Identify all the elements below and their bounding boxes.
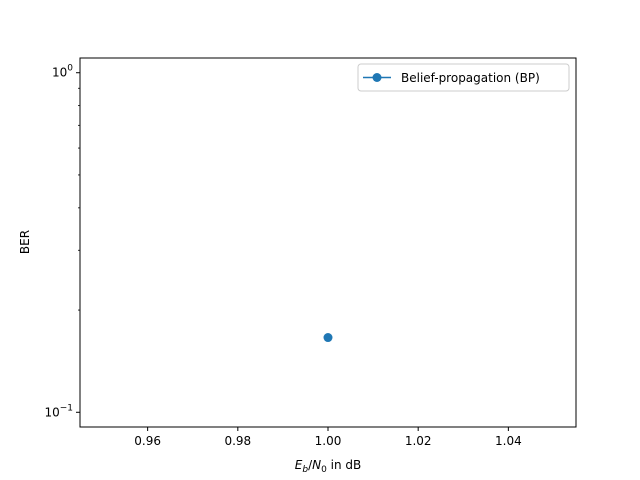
y-tick-label: 10−1 <box>44 403 73 419</box>
data-point <box>323 333 333 343</box>
y-axis-label: BER <box>18 230 32 254</box>
series-layer <box>323 333 333 343</box>
y-tick-label: 100 <box>52 64 73 80</box>
x-label-rest: in dB <box>327 458 361 472</box>
x-tick-label: 1.04 <box>495 434 522 448</box>
x-label-n: N <box>312 458 321 472</box>
x-label-sub-0: 0 <box>321 465 327 475</box>
x-axis-ticks: 0.96 0.98 1.00 1.02 1.04 <box>134 427 522 448</box>
x-tick-label: 1.02 <box>405 434 432 448</box>
legend-label: Belief-propagation (BP) <box>401 71 540 85</box>
x-tick-label: 0.96 <box>134 434 161 448</box>
x-label-sub-b: b <box>302 465 308 475</box>
x-tick-label: 1.00 <box>315 434 342 448</box>
legend-box <box>357 63 570 92</box>
x-axis-label: Eb/N0 in dB <box>295 458 362 475</box>
y-axis-ticks: 10−1 100 <box>44 64 80 419</box>
legend: Belief-propagation (BP) <box>357 63 570 92</box>
legend-marker <box>372 73 382 82</box>
x-label-e: E <box>295 458 303 472</box>
x-label-slash: / <box>308 458 313 472</box>
x-tick-label: 0.98 <box>224 434 251 448</box>
